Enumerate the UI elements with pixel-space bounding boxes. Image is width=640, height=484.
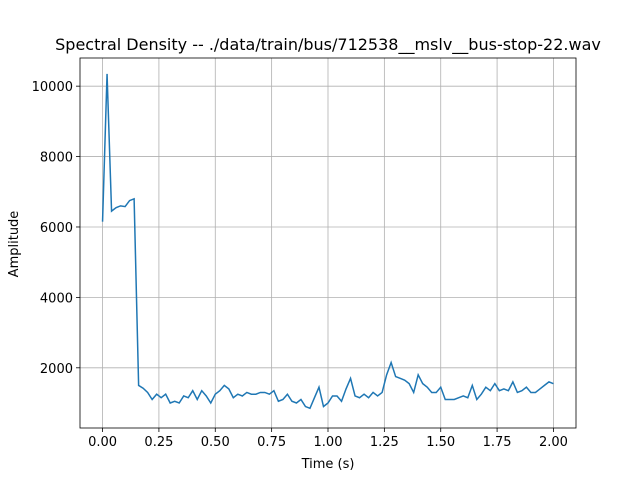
x-tick-label: 0.50	[201, 435, 230, 450]
y-axis-label: Amplitude	[7, 211, 22, 278]
x-tick-label: 1.50	[426, 435, 455, 450]
x-tick-label: 0.25	[144, 435, 173, 450]
y-tick-label: 8000	[40, 151, 73, 166]
x-axis-label: Time (s)	[301, 457, 355, 472]
x-tick-label: 0.75	[257, 435, 286, 450]
y-tick-label: 10000	[32, 80, 73, 95]
x-tick-label: 1.00	[314, 435, 343, 450]
y-tick-label: 4000	[40, 291, 73, 306]
y-tick-label: 2000	[40, 362, 73, 377]
chart-title: Spectral Density -- ./data/train/bus/712…	[55, 35, 601, 55]
x-tick-label: 1.25	[370, 435, 399, 450]
x-tick-label: 0.00	[88, 435, 117, 450]
x-tick-label: 1.75	[483, 435, 512, 450]
data-line	[101, 73, 554, 410]
plot-frame	[79, 57, 577, 429]
y-tick-label: 6000	[40, 221, 73, 236]
x-tick-label: 2.00	[539, 435, 568, 450]
